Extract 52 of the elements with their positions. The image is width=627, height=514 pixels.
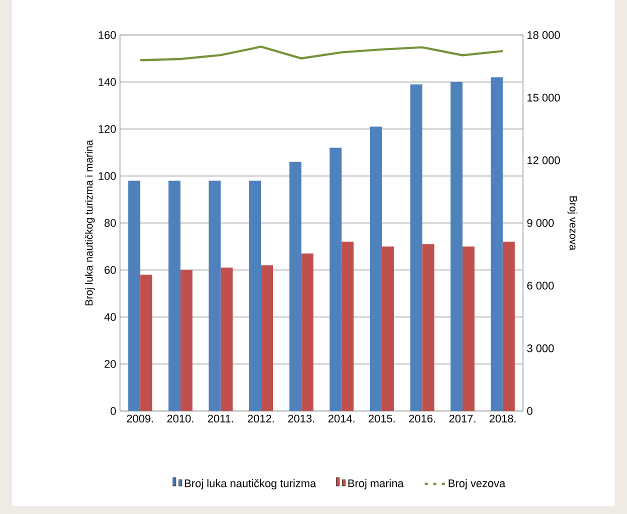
bar: [289, 162, 302, 411]
bar: [261, 265, 274, 411]
y2-tick-label: 6 000: [527, 282, 554, 290]
x-tick-label: 2014.: [328, 414, 354, 422]
y-tick-label: 20: [104, 360, 116, 368]
x-tick-label: 2012.: [248, 414, 274, 422]
bar: [490, 77, 503, 411]
bar: [208, 180, 221, 411]
x-tick-label: 2013.: [288, 414, 314, 422]
y-tick-label: 60: [104, 266, 116, 274]
x-tick-label: 2011.: [208, 414, 234, 422]
y2-tick-label: 12 000: [528, 156, 560, 164]
x-tick-label: 2015.: [368, 414, 395, 422]
y2-tick-label: 15 000: [528, 94, 560, 102]
bar: [128, 180, 140, 411]
legend-label: Broj marina: [348, 479, 404, 490]
x-tick-label: 2010.: [167, 414, 194, 422]
bar: [450, 82, 463, 411]
y-tick-label: 40: [104, 313, 116, 321]
bar: [330, 148, 342, 411]
bar: [301, 254, 314, 411]
y-tick-label: 160: [98, 31, 116, 39]
bar: [462, 246, 475, 411]
y-tick-label: 80: [104, 219, 116, 227]
y-tick-label: 120: [98, 125, 116, 133]
bar: [370, 126, 382, 411]
y-tick-label: 0: [110, 407, 116, 415]
y2-tick-label: 0: [527, 407, 532, 415]
x-tick-label: 2009.: [126, 414, 153, 422]
bar: [168, 180, 180, 411]
bar: [502, 242, 515, 411]
bar: [342, 242, 354, 411]
y-axis-title: Broj luka nautičkog turizma i marina: [84, 140, 95, 306]
bar: [220, 268, 233, 411]
x-tick-label: 2017.: [449, 414, 476, 422]
line-series: [139, 46, 504, 62]
x-tick-label: 2018.: [490, 414, 516, 422]
bar: [140, 274, 152, 411]
y2-tick-label: 18 000: [528, 31, 560, 39]
y-tick-label: 100: [98, 172, 116, 180]
bar: [422, 244, 434, 411]
x-tick-label: 2016.: [409, 414, 435, 422]
legend-label: Broj luka nautičkog turizma: [184, 479, 316, 490]
bar: [180, 270, 192, 411]
y2-tick-label: 9 000: [527, 219, 554, 227]
bar: [410, 84, 422, 411]
bar: [249, 180, 262, 411]
y-tick-label: 140: [98, 78, 116, 86]
y2-axis-title: Broj vezova: [568, 196, 578, 250]
y2-tick-label: 3 000: [527, 344, 554, 352]
legend-label: Broj vezova: [448, 479, 506, 490]
bar: [382, 246, 394, 411]
